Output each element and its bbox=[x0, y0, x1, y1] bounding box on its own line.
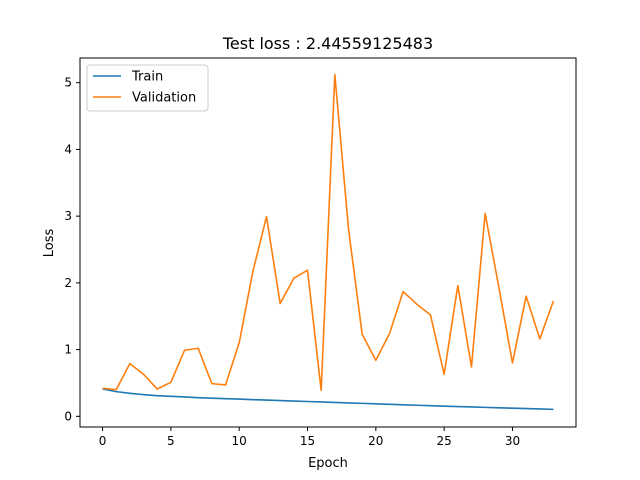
plot-frame bbox=[79, 57, 577, 428]
y-axis-label: Loss bbox=[42, 229, 57, 258]
x-tick-label: 5 bbox=[167, 434, 175, 448]
x-axis-label: Epoch bbox=[308, 456, 348, 471]
y-tick-label: 5 bbox=[64, 76, 72, 90]
legend-label-validation: Validation bbox=[132, 91, 196, 106]
x-tick-label: 30 bbox=[505, 434, 520, 448]
y-tick-label: 1 bbox=[64, 343, 72, 357]
series-line-validation bbox=[102, 73, 555, 392]
series-line-train bbox=[102, 388, 554, 411]
x-tick-label: 15 bbox=[300, 434, 315, 448]
y-tick-label: 3 bbox=[64, 209, 72, 223]
y-tick-label: 0 bbox=[64, 409, 72, 423]
legend-label-train: Train bbox=[131, 70, 163, 85]
x-tick-label: 25 bbox=[437, 434, 452, 448]
x-tick-label: 10 bbox=[232, 434, 247, 448]
y-tick-label: 4 bbox=[64, 142, 72, 156]
legend: Train Validation bbox=[86, 64, 209, 112]
chart-title: Test loss : 2.44559125483 bbox=[222, 34, 433, 53]
x-tick-label: 0 bbox=[99, 434, 107, 448]
y-tick-label: 2 bbox=[64, 276, 72, 290]
x-tick-label: 20 bbox=[368, 434, 383, 448]
